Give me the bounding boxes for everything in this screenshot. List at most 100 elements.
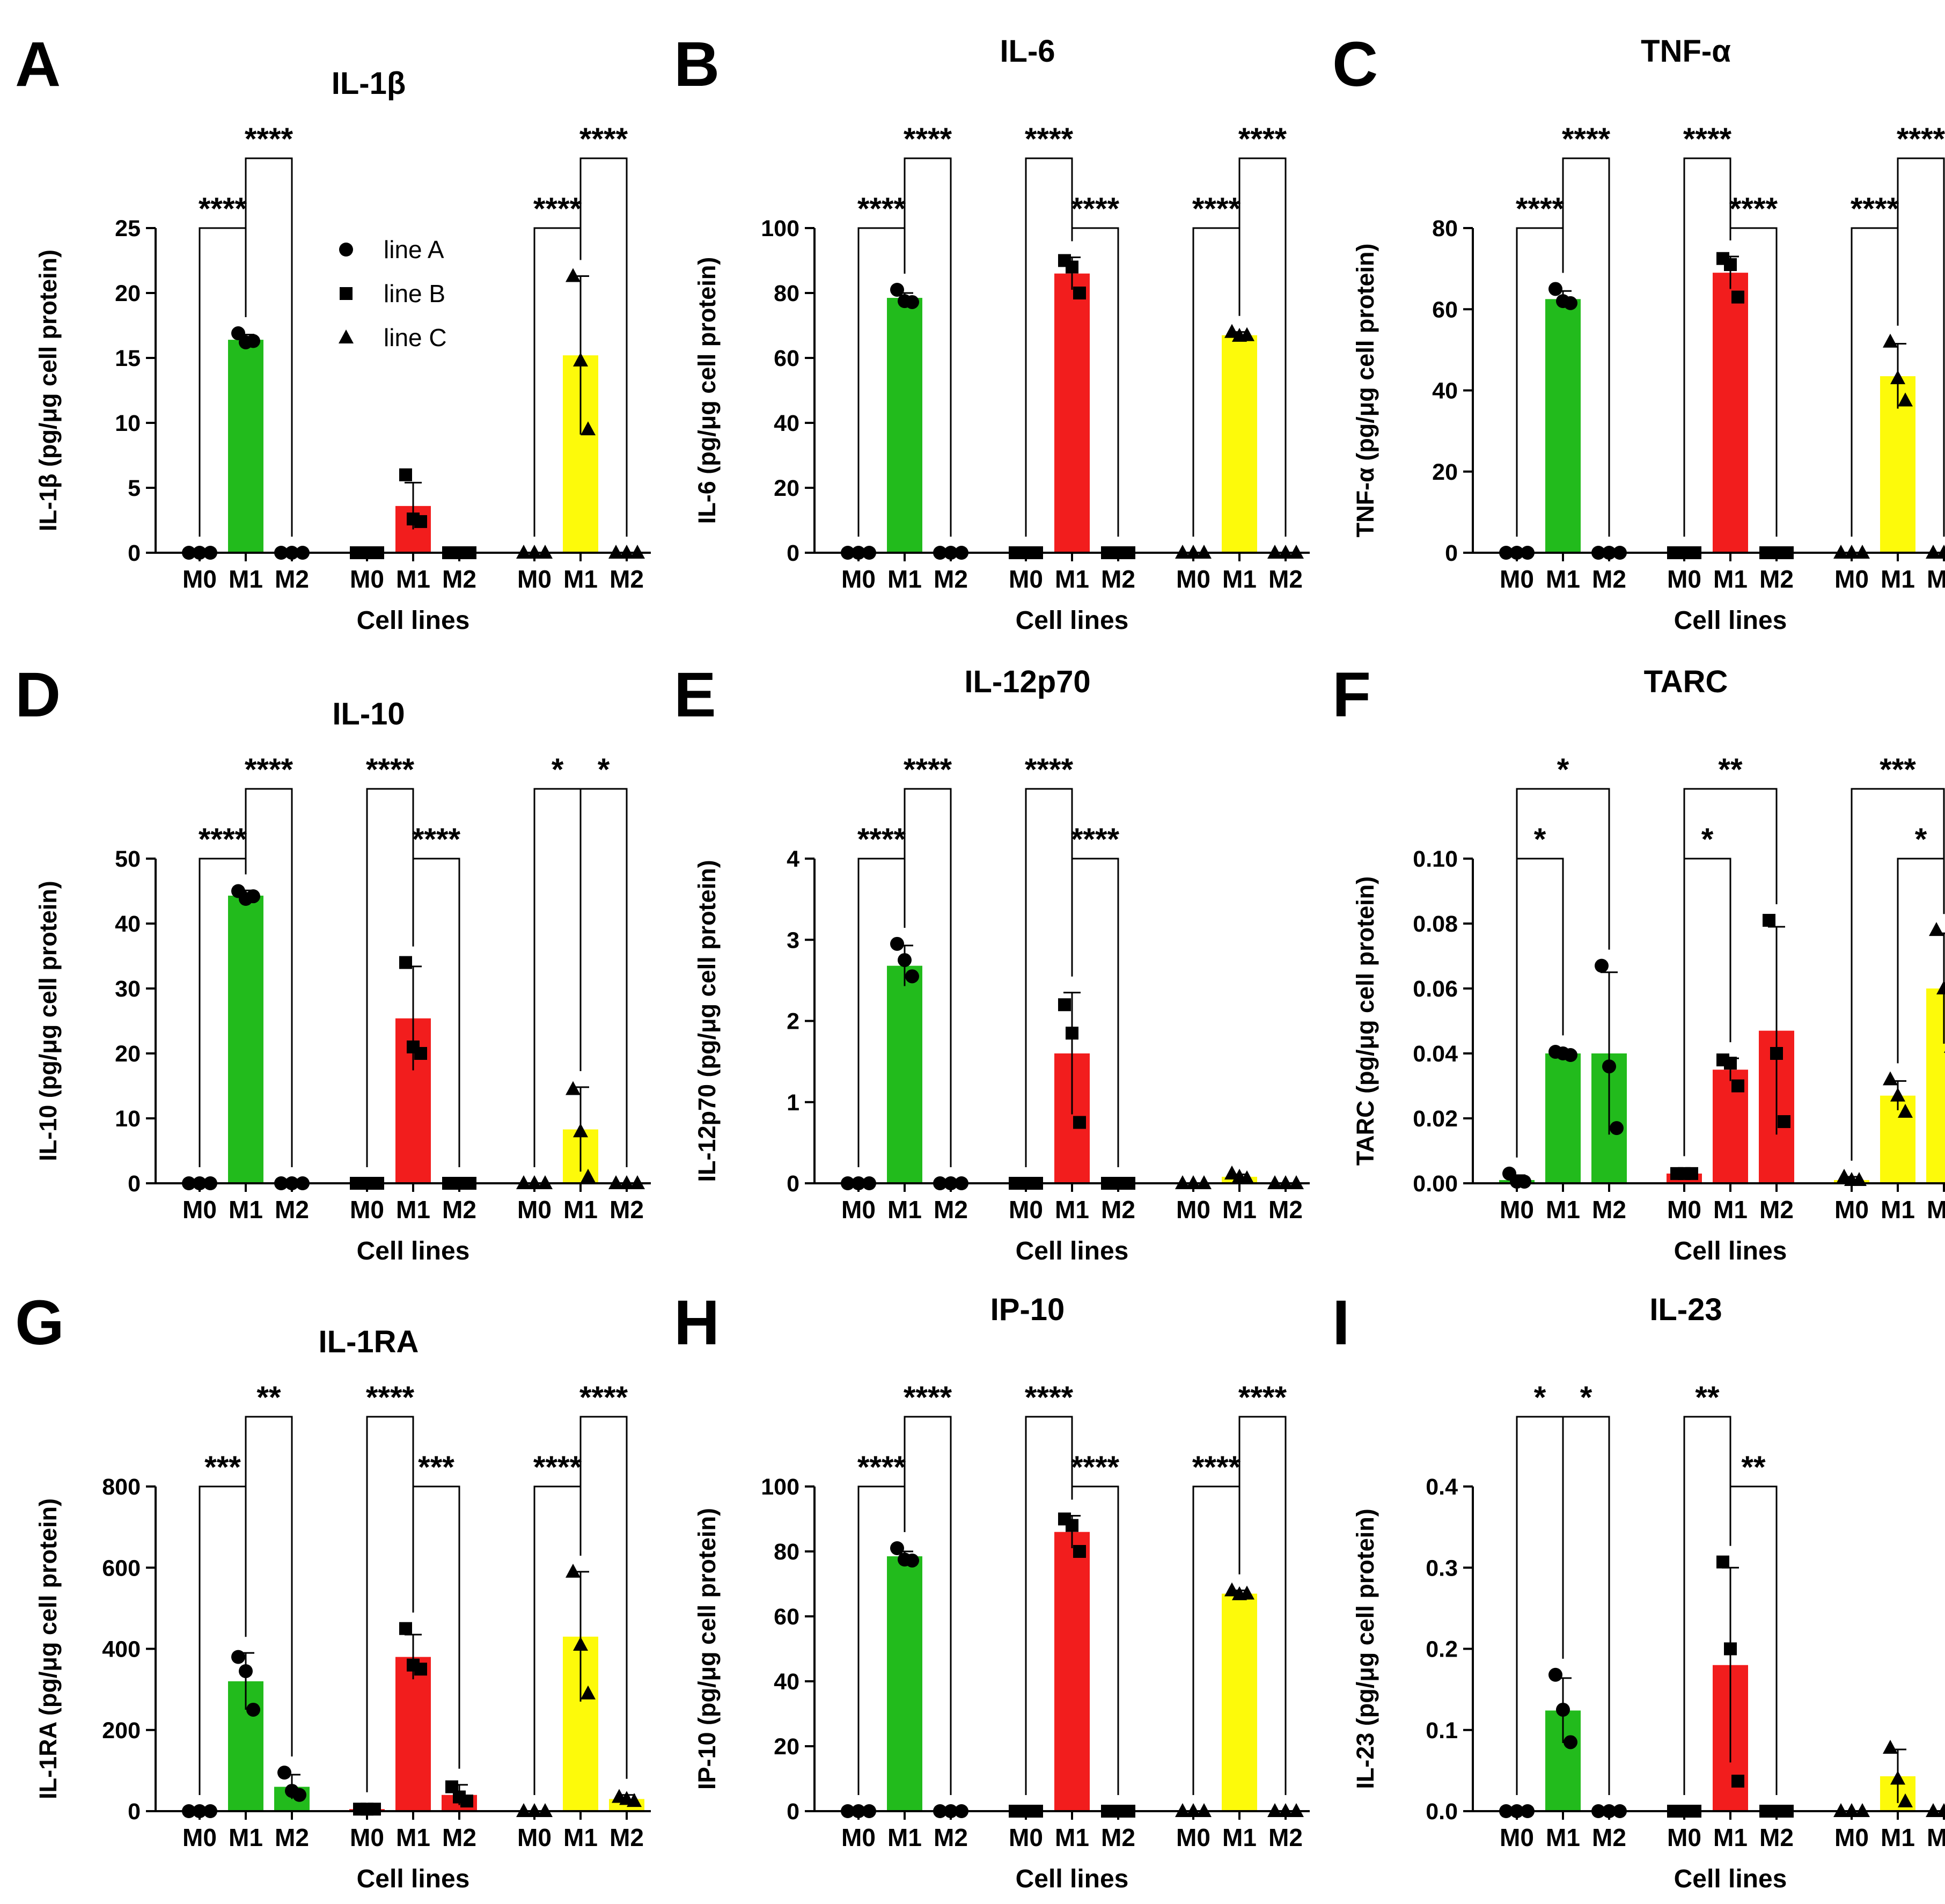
- significance-bracket: [412, 858, 460, 1167]
- data-point-triangle: [573, 352, 588, 367]
- y-tick-label: 0.4: [1426, 1474, 1458, 1500]
- x-axis-label: Cell lines: [357, 1237, 470, 1265]
- y-tick-label: 0: [787, 1799, 799, 1825]
- x-tick-label: M0: [1176, 565, 1210, 593]
- x-tick-label: M2: [1927, 1196, 1945, 1224]
- y-tick-label: 3: [787, 927, 799, 953]
- significance-bracket: [1729, 1485, 1778, 1795]
- significance-label: ****: [1025, 122, 1074, 157]
- x-tick-label: M2: [1759, 1824, 1794, 1851]
- x-tick-label: M0: [1500, 1196, 1534, 1224]
- y-tick-label: 0: [787, 1171, 799, 1197]
- x-tick-label: M0: [1009, 1824, 1043, 1851]
- bar: [1054, 1532, 1090, 1811]
- panel-c: C TNF-α 0 20 40 60 80 M0 M1 M2 M0 M1 M2 M0 M1 M2 Cell li…: [1332, 29, 1945, 635]
- data-point-triangle: [566, 268, 581, 282]
- significance-label: *: [552, 752, 564, 787]
- x-axis-label: Cell lines: [357, 1865, 470, 1893]
- data-point-square: [1066, 1027, 1078, 1040]
- bar: [228, 895, 263, 1183]
- y-axis-label: IL-10 (pg/μg cell protein): [34, 881, 62, 1161]
- x-tick-label: M0: [350, 565, 384, 593]
- significance-label: ****: [1192, 192, 1241, 226]
- bar: [1545, 1053, 1581, 1183]
- significance-label: ****: [904, 752, 952, 787]
- x-tick-label: M2: [1268, 1824, 1303, 1851]
- x-tick-label: M0: [182, 1824, 217, 1851]
- data-point-circle: [239, 1664, 253, 1679]
- data-point-triangle: [1898, 1793, 1913, 1807]
- y-tick-label: 50: [115, 846, 141, 872]
- y-tick-label: 10: [115, 411, 141, 436]
- significance-bracket: [1683, 788, 1778, 1156]
- x-axis-label: Cell lines: [1674, 606, 1787, 635]
- data-point-square: [414, 1047, 427, 1060]
- chart-title: TNF-α: [1641, 34, 1731, 69]
- y-tick-label: 20: [115, 1041, 141, 1067]
- data-point-square: [460, 1795, 473, 1808]
- x-tick-label: M1: [1881, 1196, 1915, 1224]
- significance-label: **: [1718, 752, 1743, 787]
- data-point-triangle: [573, 1123, 588, 1138]
- significance-label: ****: [1238, 122, 1287, 157]
- significance-bracket: [904, 788, 952, 1167]
- y-tick-label: 2: [787, 1009, 799, 1035]
- x-axis-label: Cell lines: [357, 606, 470, 635]
- significance-bracket: [1238, 157, 1287, 537]
- panel-f: F TARC 0.00 0.02 0.04 0.06 0.08 0.10 M0 M1 M2 M0 M1 M…: [1332, 660, 1945, 1265]
- x-tick-label: M2: [1268, 565, 1303, 593]
- triangle-icon: [339, 329, 354, 343]
- x-tick-label: M2: [1101, 565, 1135, 593]
- significance-bracket: [1025, 157, 1073, 537]
- x-tick-label: M1: [1222, 1824, 1257, 1851]
- y-tick-label: 0: [128, 1171, 141, 1197]
- x-tick-label: M2: [1759, 1196, 1794, 1224]
- significance-label: ****: [412, 822, 461, 857]
- x-tick-label: M2: [275, 1196, 309, 1224]
- x-tick-label: M1: [1713, 565, 1748, 593]
- significance-label: *: [1701, 822, 1714, 857]
- data-point-square: [1073, 1545, 1086, 1558]
- data-point-triangle: [1929, 922, 1944, 936]
- legend-item: line B: [340, 280, 445, 307]
- data-point-triangle: [1898, 1103, 1913, 1118]
- x-tick-label: M2: [1592, 1824, 1626, 1851]
- x-tick-label: M1: [229, 1824, 263, 1851]
- significance-label: ****: [366, 1380, 415, 1415]
- x-tick-label: M2: [610, 565, 644, 593]
- significance-bracket: [1071, 227, 1119, 537]
- y-tick-label: 0: [1445, 540, 1458, 566]
- x-tick-label: M1: [229, 565, 263, 593]
- x-tick-label: M0: [517, 1196, 552, 1224]
- data-point-square: [399, 468, 412, 481]
- significance-label: ****: [1851, 192, 1899, 226]
- data-point-square: [1731, 1775, 1744, 1788]
- significance-bracket: [1071, 858, 1119, 1167]
- legend-item: line C: [339, 324, 447, 351]
- y-tick-label: 0.00: [1413, 1171, 1458, 1197]
- data-point-triangle: [1224, 324, 1239, 338]
- panel-letter: I: [1332, 1287, 1350, 1358]
- significance-bracket: [1851, 788, 1945, 1161]
- y-tick-label: 30: [115, 976, 141, 1002]
- significance-bracket: [579, 157, 628, 537]
- data-point-circle: [890, 936, 904, 951]
- x-tick-label: M0: [350, 1824, 384, 1851]
- chart-title: IL-23: [1649, 1292, 1722, 1327]
- x-tick-label: M2: [1759, 565, 1794, 593]
- significance-label: ****: [857, 822, 906, 857]
- x-tick-label: M2: [1592, 1196, 1626, 1224]
- data-point-circle: [277, 1766, 291, 1780]
- bar: [1545, 299, 1581, 553]
- x-tick-label: M2: [610, 1824, 644, 1851]
- panel-d: D IL-10 0 10 20 30 40 50 M0 M1 M2 M0 M1 M2 M0 M1 M2 Cell …: [15, 660, 651, 1265]
- significance-bracket: [579, 788, 628, 1167]
- x-tick-label: M2: [1927, 1824, 1945, 1851]
- panel-letter: F: [1332, 660, 1371, 730]
- significance-label: ****: [199, 192, 247, 226]
- y-axis-label: IP-10 (pg/μg cell protein): [693, 1508, 721, 1790]
- x-tick-label: M1: [1055, 1824, 1089, 1851]
- significance-bracket: [904, 157, 952, 537]
- significance-label: **: [256, 1380, 281, 1415]
- y-tick-label: 80: [774, 281, 799, 306]
